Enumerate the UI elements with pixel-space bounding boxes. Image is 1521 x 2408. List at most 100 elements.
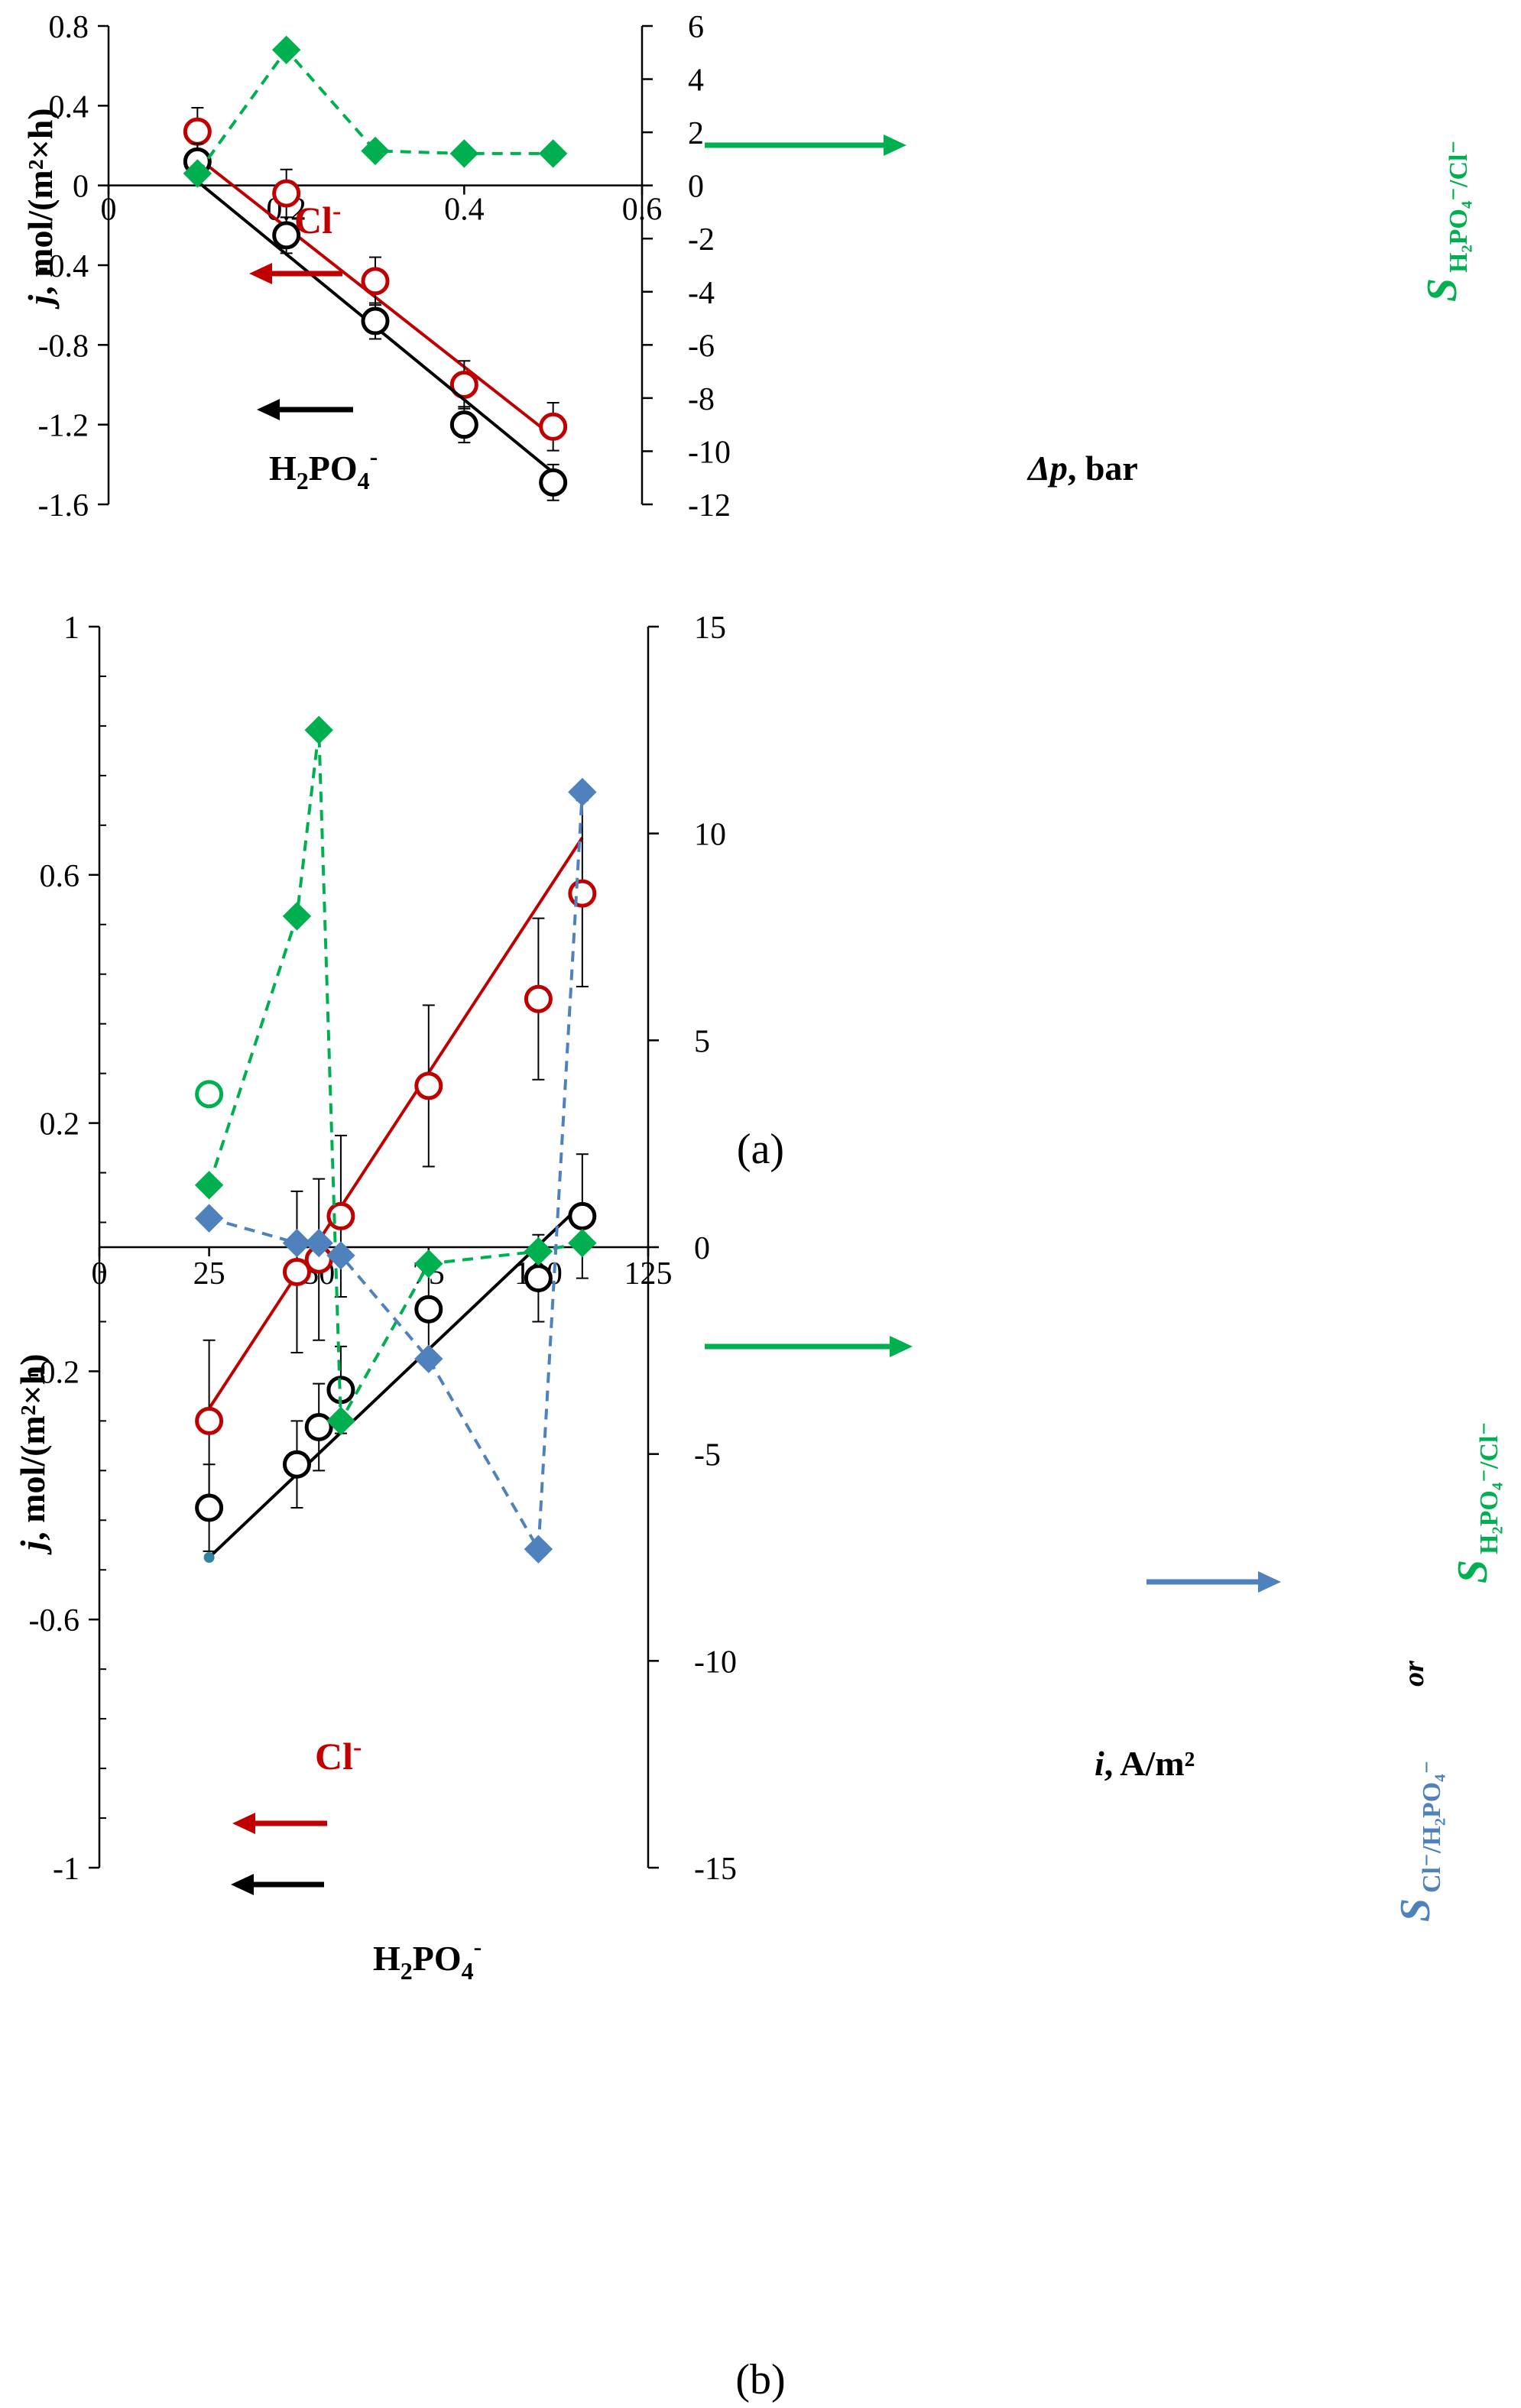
left-tick-label: -0.4 <box>38 249 89 284</box>
data-point <box>195 1493 224 1522</box>
data-point <box>282 1257 311 1286</box>
data-point <box>414 1249 443 1279</box>
panel-b-cl-label: Cl- <box>315 1733 362 1778</box>
panel-a-green-arrow <box>705 134 906 156</box>
left-tick-label: -0.2 <box>29 1355 80 1390</box>
right-tick-label: -4 <box>688 276 715 311</box>
right-tick-label: 2 <box>688 116 704 151</box>
x-tick-label: 25 <box>193 1256 225 1292</box>
panel-a-cl-arrow <box>249 263 342 284</box>
svg-text:H₂PO₄⁻/Cl⁻: H₂PO₄⁻/Cl⁻ <box>1475 1422 1503 1554</box>
data-point <box>361 306 390 335</box>
panel-b-marks <box>194 715 597 1564</box>
data-point <box>304 1412 333 1441</box>
fit-line <box>207 836 584 1410</box>
data-point <box>568 879 597 908</box>
right-tick-label: -5 <box>694 1438 721 1473</box>
data-point <box>568 1228 597 1258</box>
series-s-h2po4-cl-open- <box>195 1080 224 1109</box>
right-tick-label: -8 <box>688 382 715 417</box>
svg-text:S: S <box>1392 1898 1439 1922</box>
x-tick-label: 0.6 <box>622 193 663 228</box>
left-tick-label: -1.2 <box>38 409 89 444</box>
panel-a-cl-label: Cl- <box>294 197 341 241</box>
svg-text:or: or <box>1398 1660 1430 1687</box>
data-point <box>524 984 553 1013</box>
data-point <box>539 468 568 497</box>
data-point <box>568 777 597 807</box>
panel-b-cl-arrow <box>232 1813 327 1834</box>
panel-b-xlabel: i, A/m² <box>1095 1744 1195 1783</box>
panel-a-right-label: S H₂PO₄⁻/Cl⁻ <box>1419 141 1473 302</box>
panel-b-green-arrow <box>705 1336 913 1357</box>
panel-b-h2po4-label: H2PO4- <box>373 1933 482 1985</box>
panel-b-blue-arrow <box>1146 1571 1281 1593</box>
svg-text:S: S <box>1449 1560 1497 1583</box>
right-tick-label: -12 <box>688 488 731 523</box>
panel-b-right-label-2: S H₂PO₄⁻/Cl⁻ <box>1449 1422 1503 1583</box>
panel-b-label: (b) <box>735 2356 785 2403</box>
left-tick-label: -1 <box>53 1852 79 1887</box>
data-point <box>524 1236 553 1266</box>
svg-text:Cl⁻/H₂PO₄⁻: Cl⁻/H₂PO₄⁻ <box>1418 1761 1446 1893</box>
left-tick-label: 1 <box>63 611 79 646</box>
right-tick-label: 10 <box>694 818 726 853</box>
panel-a-axes: -1.6 -1.2 -0.8 -0.4 0 0.4 0.8 -12 -10 -8 -6 -4 -2 0 2 4… <box>38 10 731 523</box>
data-point <box>326 1241 355 1270</box>
data-point <box>194 1171 224 1200</box>
panel-a-chart: -1.6 -1.2 -0.8 -0.4 0 0.4 0.8 -12 -10 -8 -6 -4 -2 0 2 4… <box>21 10 1473 1173</box>
panel-b-ylabel: j, mol/(m²×h) <box>13 1353 52 1555</box>
panel-a-xlabel: Δp, bar <box>1026 449 1138 488</box>
panel-b-axes: -1-0.6-0.20.20.61-15-10-5051015025507510… <box>29 611 738 1887</box>
data-point <box>568 1201 597 1230</box>
right-tick-label: -10 <box>694 1645 737 1680</box>
series-s-cl-h2po4- <box>194 777 597 1564</box>
data-point <box>414 1344 443 1373</box>
right-tick-label: 6 <box>688 10 704 45</box>
data-point <box>183 117 212 146</box>
data-point <box>414 1071 443 1100</box>
data-point <box>271 35 301 65</box>
data-point <box>282 1450 311 1479</box>
series-cl- <box>195 799 597 1502</box>
x-tick-label: 0 <box>101 193 117 228</box>
series-h2po4- <box>195 1153 597 1559</box>
data-point <box>538 139 568 168</box>
panel-b-right-label: S Cl⁻/H₂PO₄⁻ or <box>1392 1660 1446 1922</box>
x-tick-label: 0.4 <box>444 193 485 228</box>
x-tick-label: 0 <box>92 1256 108 1292</box>
panel-a-h2po4-label: H2PO4- <box>269 442 378 494</box>
left-tick-label: -0.8 <box>38 329 89 364</box>
data-point <box>414 1295 443 1324</box>
data-point <box>449 371 478 399</box>
data-point <box>524 1264 553 1293</box>
data-point <box>282 902 312 931</box>
dashed-connector <box>207 730 583 1427</box>
series-s-h2po4-cl- <box>183 35 568 188</box>
data-point <box>326 1201 355 1230</box>
fit-start-dot <box>203 1552 215 1563</box>
data-point <box>195 1406 224 1435</box>
right-tick-label: 0 <box>688 170 704 205</box>
panel-b-chart: -1-0.6-0.20.20.61-15-10-5051015025507510… <box>13 611 1503 2403</box>
left-tick-label: -1.6 <box>38 488 89 523</box>
panel-a-marks <box>183 35 568 501</box>
data-point <box>449 139 479 168</box>
right-tick-label: -10 <box>688 435 731 470</box>
data-point <box>272 179 301 208</box>
left-tick-label: 0 <box>73 170 89 205</box>
right-tick-label: 15 <box>694 611 726 646</box>
fit-line <box>208 1202 584 1559</box>
panel-a-label: (a) <box>737 1126 784 1173</box>
data-point <box>272 221 301 250</box>
data-point <box>524 1535 553 1564</box>
svg-text:H₂PO₄⁻/Cl⁻: H₂PO₄⁻/Cl⁻ <box>1445 141 1473 273</box>
right-tick-label: 0 <box>694 1231 710 1266</box>
left-tick-label: 0.2 <box>40 1107 80 1142</box>
data-point <box>304 715 333 745</box>
right-tick-label: -6 <box>688 329 715 364</box>
data-point <box>361 267 390 296</box>
series-cl- <box>183 106 568 452</box>
right-tick-label: 5 <box>694 1024 710 1059</box>
